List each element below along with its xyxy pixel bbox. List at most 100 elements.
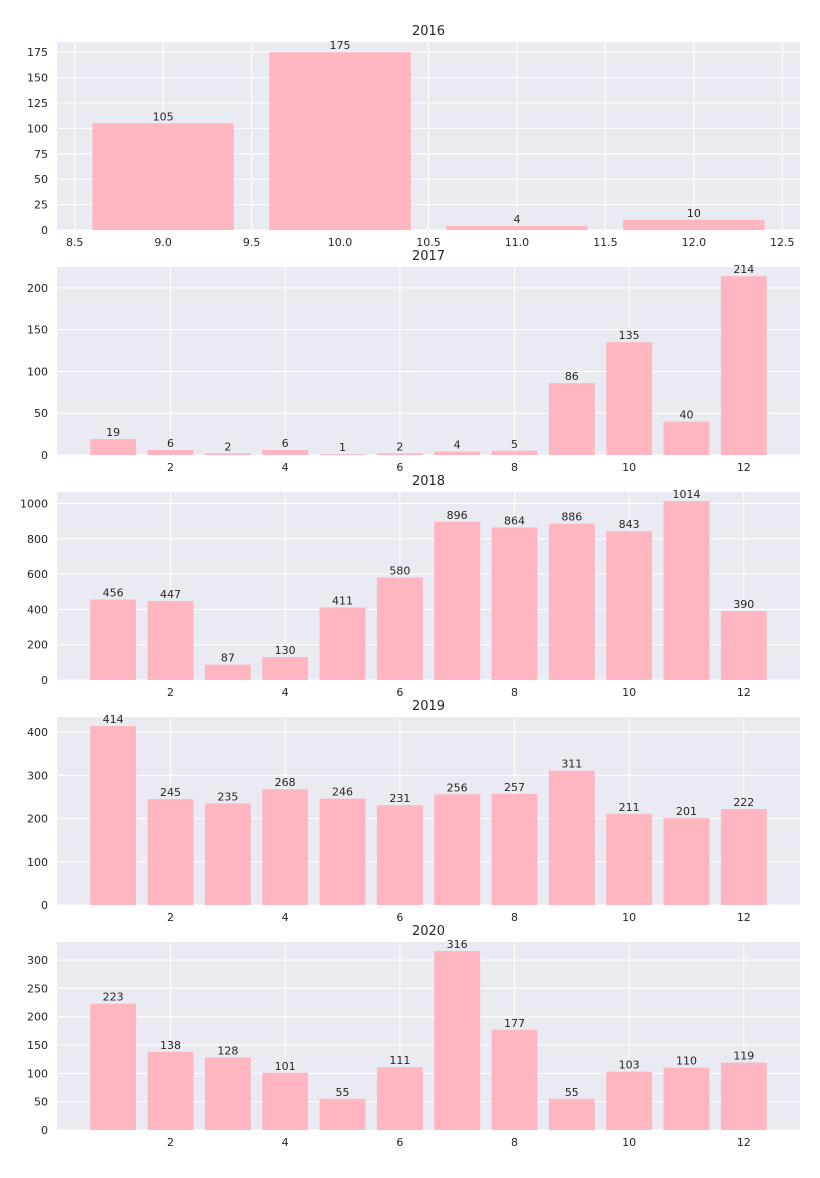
y-tick-label: 0 (41, 899, 48, 912)
data-label: 316 (447, 938, 468, 951)
data-label: 119 (733, 1050, 754, 1063)
data-label: 896 (447, 509, 468, 522)
bar-2016-11 (446, 225, 588, 230)
data-label: 211 (619, 801, 640, 814)
bar-2019-2 (147, 799, 194, 905)
x-tick-label: 11.0 (505, 236, 530, 249)
data-label: 886 (561, 511, 582, 524)
x-tick-label: 4 (282, 911, 289, 924)
bar-2020-10 (606, 1071, 653, 1130)
data-label: 2 (396, 440, 403, 453)
x-tick-label: 4 (282, 461, 289, 474)
data-label: 40 (679, 409, 693, 422)
y-tick-label: 200 (27, 1011, 48, 1024)
bar-2019-3 (204, 803, 251, 905)
y-tick-label: 600 (27, 568, 48, 581)
data-label: 1014 (672, 488, 700, 501)
bar-2017-4 (262, 449, 309, 455)
bar-2018-2 (147, 601, 194, 680)
bar-2017-1 (90, 439, 137, 455)
y-tick-label: 0 (41, 1124, 48, 1137)
y-tick-label: 0 (41, 674, 48, 687)
y-tick-label: 25 (34, 199, 48, 212)
data-label: 1 (339, 441, 346, 454)
bar-2017-8 (491, 450, 538, 455)
data-label: 19 (106, 426, 120, 439)
data-label: 177 (504, 1017, 525, 1030)
x-tick-label: 10.5 (416, 236, 441, 249)
y-tick-label: 75 (34, 148, 48, 161)
data-label: 414 (103, 713, 124, 726)
bar-2019-12 (720, 809, 767, 905)
x-tick-label: 12 (737, 1136, 751, 1149)
bar-2017-12 (720, 276, 767, 455)
bar-2020-7 (434, 951, 481, 1130)
x-tick-label: 2 (167, 911, 174, 924)
x-tick-label: 10.0 (328, 236, 353, 249)
bar-2020-11 (663, 1067, 710, 1130)
bar-2018-4 (262, 657, 309, 680)
data-label: 201 (676, 805, 697, 818)
data-label: 101 (275, 1060, 296, 1073)
data-label: 231 (389, 792, 410, 805)
data-label: 222 (733, 796, 754, 809)
data-label: 5 (511, 438, 518, 451)
data-label: 10 (687, 207, 701, 220)
x-tick-label: 10 (622, 686, 636, 699)
y-tick-label: 300 (27, 954, 48, 967)
x-tick-label: 9.0 (154, 236, 172, 249)
bar-2017-6 (376, 453, 423, 455)
data-label: 6 (282, 437, 289, 450)
x-tick-label: 10 (622, 461, 636, 474)
data-label: 6 (167, 437, 174, 450)
data-label: 55 (565, 1086, 579, 1099)
y-tick-label: 300 (27, 769, 48, 782)
y-tick-label: 800 (27, 533, 48, 546)
x-tick-label: 8 (511, 686, 518, 699)
y-tick-label: 150 (27, 72, 48, 85)
data-label: 2 (224, 440, 231, 453)
y-tick-label: 100 (27, 122, 48, 135)
data-label: 456 (103, 587, 124, 600)
bar-2017-9 (548, 383, 595, 455)
x-tick-label: 10 (622, 911, 636, 924)
data-label: 447 (160, 588, 181, 601)
x-tick-label: 12 (737, 911, 751, 924)
data-label: 864 (504, 514, 525, 527)
data-label: 580 (389, 565, 410, 578)
bar-2020-4 (262, 1072, 309, 1130)
bar-2019-9 (548, 770, 595, 905)
x-tick-label: 9.5 (243, 236, 261, 249)
y-tick-label: 200 (27, 282, 48, 295)
x-tick-label: 12 (737, 686, 751, 699)
data-label: 214 (733, 263, 754, 276)
bar-2020-5 (319, 1098, 366, 1130)
bar-2019-6 (376, 805, 423, 905)
y-tick-label: 400 (27, 726, 48, 739)
data-label: 390 (733, 598, 754, 611)
bar-2018-1 (90, 599, 137, 680)
x-tick-label: 2 (167, 686, 174, 699)
bar-2018-12 (720, 611, 767, 680)
y-tick-label: 400 (27, 603, 48, 616)
data-label: 246 (332, 786, 353, 799)
chart-title: 2016 (412, 24, 445, 39)
data-label: 130 (275, 644, 296, 657)
y-tick-label: 50 (34, 173, 48, 186)
y-tick-label: 150 (27, 324, 48, 337)
y-tick-label: 1000 (20, 497, 48, 510)
x-tick-label: 4 (282, 686, 289, 699)
bar-2018-3 (204, 664, 251, 680)
chart-title: 2017 (412, 249, 445, 264)
y-tick-label: 100 (27, 856, 48, 869)
x-tick-label: 10 (622, 1136, 636, 1149)
y-tick-label: 50 (34, 407, 48, 420)
y-tick-label: 175 (27, 46, 48, 59)
y-tick-label: 0 (41, 224, 48, 237)
data-label: 135 (619, 329, 640, 342)
